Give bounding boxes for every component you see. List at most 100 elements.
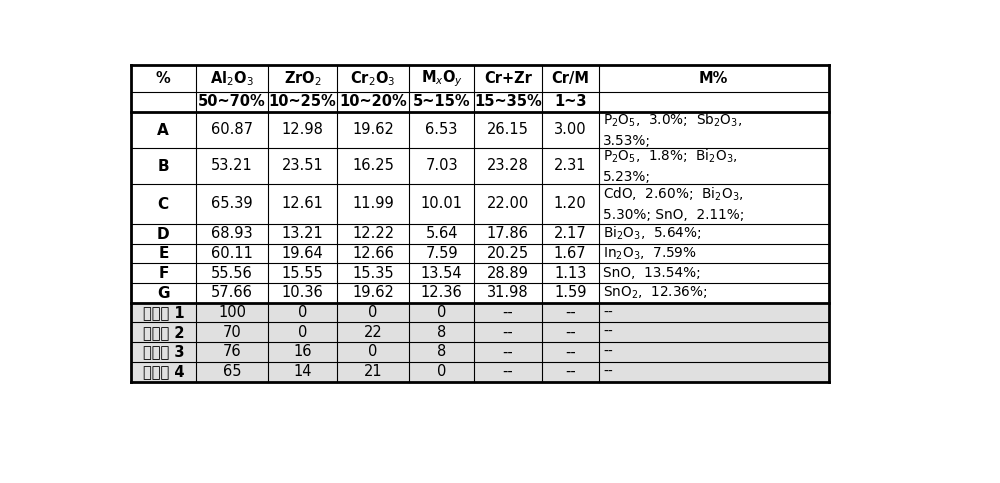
Text: M$_x$O$_y$: M$_x$O$_y$ xyxy=(421,68,463,88)
Text: 57.66: 57.66 xyxy=(211,285,253,300)
Bar xyxy=(268,322,337,342)
Text: 1.20: 1.20 xyxy=(554,196,587,211)
Text: ZrO$_2$: ZrO$_2$ xyxy=(284,69,321,87)
Bar xyxy=(337,112,409,148)
Bar xyxy=(409,283,474,303)
Text: 70: 70 xyxy=(223,325,241,340)
Bar xyxy=(599,65,829,92)
Text: 7.59: 7.59 xyxy=(425,246,458,261)
Bar xyxy=(474,322,542,342)
Bar xyxy=(268,65,337,92)
Text: 15.35: 15.35 xyxy=(352,266,394,281)
Text: --: -- xyxy=(603,325,613,339)
Text: 50~70%: 50~70% xyxy=(198,94,266,109)
Text: 16: 16 xyxy=(293,344,312,359)
Text: 5~15%: 5~15% xyxy=(413,94,470,109)
Bar xyxy=(268,224,337,243)
Text: 10~25%: 10~25% xyxy=(269,94,336,109)
Text: 23.28: 23.28 xyxy=(487,158,529,173)
Bar xyxy=(542,342,599,362)
Text: $\mathbf{E}$: $\mathbf{E}$ xyxy=(158,245,169,261)
Text: 3.00: 3.00 xyxy=(554,122,587,137)
Text: 60.87: 60.87 xyxy=(211,122,253,137)
Bar xyxy=(337,65,409,92)
Bar xyxy=(196,283,268,303)
Bar xyxy=(196,362,268,382)
Text: 6.53: 6.53 xyxy=(425,122,458,137)
Text: $\mathbf{C}$: $\mathbf{C}$ xyxy=(157,196,169,212)
Text: 12.66: 12.66 xyxy=(352,246,394,261)
Text: 60.11: 60.11 xyxy=(211,246,253,261)
Bar xyxy=(196,65,268,92)
Bar xyxy=(409,342,474,362)
Bar xyxy=(268,184,337,224)
Text: 12.36: 12.36 xyxy=(421,285,462,300)
Text: --: -- xyxy=(502,325,513,340)
Text: 19.64: 19.64 xyxy=(282,246,323,261)
Bar xyxy=(337,263,409,283)
Bar xyxy=(542,224,599,243)
Bar xyxy=(474,148,542,184)
Bar xyxy=(196,92,268,112)
Text: 1.67: 1.67 xyxy=(554,246,587,261)
Text: 10~20%: 10~20% xyxy=(339,94,407,109)
Text: 12.22: 12.22 xyxy=(352,226,394,241)
Text: 55.56: 55.56 xyxy=(211,266,253,281)
Text: 对比例 1: 对比例 1 xyxy=(143,305,184,320)
Text: 26.15: 26.15 xyxy=(487,122,529,137)
Text: 13.21: 13.21 xyxy=(282,226,323,241)
Bar xyxy=(337,342,409,362)
Text: CdO,  2.60%;  Bi$_2$O$_3$,
5.30%; SnO,  2.11%;: CdO, 2.60%; Bi$_2$O$_3$, 5.30%; SnO, 2.1… xyxy=(603,185,745,222)
Text: $\mathbf{F}$: $\mathbf{F}$ xyxy=(158,265,169,281)
Text: 1.59: 1.59 xyxy=(554,285,586,300)
Bar xyxy=(131,243,196,263)
Text: --: -- xyxy=(565,305,576,320)
Bar xyxy=(409,184,474,224)
Text: 15.55: 15.55 xyxy=(282,266,323,281)
Bar xyxy=(409,224,474,243)
Text: P$_2$O$_5$,  3.0%;  Sb$_2$O$_3$,
3.53%;: P$_2$O$_5$, 3.0%; Sb$_2$O$_3$, 3.53%; xyxy=(603,112,742,148)
Bar xyxy=(542,243,599,263)
Bar xyxy=(268,303,337,322)
Bar xyxy=(131,112,196,148)
Text: 76: 76 xyxy=(223,344,241,359)
Bar xyxy=(196,184,268,224)
Bar xyxy=(542,184,599,224)
Bar xyxy=(599,362,829,382)
Bar xyxy=(196,342,268,362)
Text: Al$_2$O$_3$: Al$_2$O$_3$ xyxy=(210,69,254,87)
Bar xyxy=(196,148,268,184)
Text: $\mathbf{D}$: $\mathbf{D}$ xyxy=(156,226,170,242)
Bar xyxy=(599,92,829,112)
Bar xyxy=(599,112,829,148)
Bar xyxy=(337,303,409,322)
Text: --: -- xyxy=(502,305,513,320)
Text: %: % xyxy=(156,71,171,85)
Bar xyxy=(337,362,409,382)
Text: In$_2$O$_3$,  7.59%: In$_2$O$_3$, 7.59% xyxy=(603,245,697,262)
Text: 17.86: 17.86 xyxy=(487,226,529,241)
Bar xyxy=(599,148,829,184)
Bar xyxy=(599,322,829,342)
Text: P$_2$O$_5$,  1.8%;  Bi$_2$O$_3$,
5.23%;: P$_2$O$_5$, 1.8%; Bi$_2$O$_3$, 5.23%; xyxy=(603,147,738,184)
Text: 53.21: 53.21 xyxy=(211,158,253,173)
Bar xyxy=(599,243,829,263)
Bar xyxy=(599,303,829,322)
Text: --: -- xyxy=(603,306,613,320)
Text: 1~3: 1~3 xyxy=(554,94,586,109)
Text: 5.64: 5.64 xyxy=(425,226,458,241)
Text: 对比例 4: 对比例 4 xyxy=(143,364,184,379)
Text: --: -- xyxy=(565,364,576,379)
Text: 7.03: 7.03 xyxy=(425,158,458,173)
Bar xyxy=(409,243,474,263)
Bar xyxy=(337,148,409,184)
Text: 22.00: 22.00 xyxy=(487,196,529,211)
Text: Cr/M: Cr/M xyxy=(551,71,589,85)
Bar xyxy=(409,92,474,112)
Text: 12.61: 12.61 xyxy=(282,196,323,211)
Bar xyxy=(268,283,337,303)
Text: 19.62: 19.62 xyxy=(352,122,394,137)
Bar xyxy=(409,263,474,283)
Bar xyxy=(268,92,337,112)
Bar xyxy=(542,112,599,148)
